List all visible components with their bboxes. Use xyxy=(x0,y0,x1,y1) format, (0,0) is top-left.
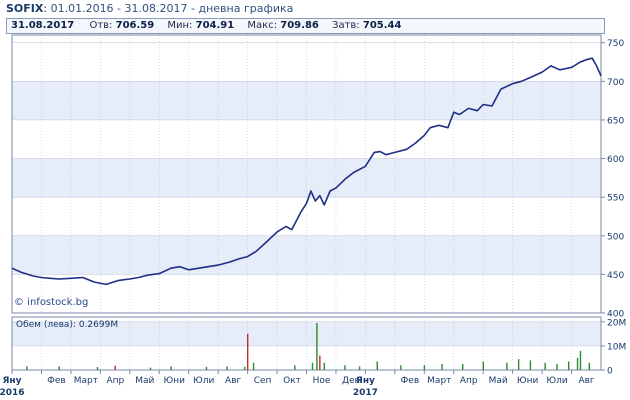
x-month-label: Март xyxy=(427,376,451,386)
volume-bar xyxy=(423,365,426,370)
volume-bar xyxy=(358,366,361,370)
volume-bar xyxy=(149,367,152,370)
volume-y-axis: 0 10M 20M xyxy=(601,318,626,377)
volume-bar xyxy=(294,365,296,370)
x-month-label: Май xyxy=(135,376,154,386)
volume-bar xyxy=(441,363,443,370)
price-frame xyxy=(11,34,602,314)
volume-bar xyxy=(344,365,346,370)
x-month-label: Авг xyxy=(225,376,241,386)
x-month-label: Март xyxy=(74,376,98,386)
x-month-label: Май xyxy=(489,376,508,386)
volume-bar xyxy=(319,355,321,370)
x-month-label: Фев xyxy=(401,376,420,386)
x-month-label: Юни xyxy=(517,376,539,386)
price-ytick-label: 500 xyxy=(607,232,624,242)
watermark: © infostock.bg xyxy=(14,297,88,308)
volume-bar xyxy=(96,367,99,370)
volume-bar xyxy=(400,365,402,370)
volume-bar xyxy=(311,362,314,370)
x-month-label: Сеп xyxy=(254,376,272,386)
volume-bar xyxy=(576,357,579,370)
volume-bar xyxy=(252,362,255,370)
open-value: 706.59 xyxy=(115,20,155,31)
price-ytick-label: 600 xyxy=(607,155,624,165)
volume-ytick-label: 0 xyxy=(607,367,613,377)
x-year-label: 2017 xyxy=(353,388,378,398)
price-ytick-label: 450 xyxy=(607,271,624,281)
volume-ytick-label: 10M xyxy=(607,342,626,352)
x-month-label: Дек xyxy=(342,376,361,386)
ohlc-date: 31.08.2017 xyxy=(11,20,75,31)
chart-title: SOFIX: 01.01.2016 - 31.08.2017 - дневна … xyxy=(6,2,293,15)
volume-bar xyxy=(323,362,325,370)
x-year-label: 2016 xyxy=(0,388,25,398)
volume-bar xyxy=(506,362,508,370)
symbol: SOFIX xyxy=(6,2,44,15)
price-band xyxy=(12,235,601,275)
price-y-axis: 400 450 500 550 600 650 700 750 xyxy=(601,39,624,320)
price-ytick-label: 650 xyxy=(607,116,624,126)
volume-bar xyxy=(244,366,246,370)
x-month-label: Юли xyxy=(193,376,214,386)
volume-bar xyxy=(114,365,116,370)
volume-bar xyxy=(316,323,318,370)
x-month-label: Апр xyxy=(106,376,124,386)
volume-label: Обем (лева): 0.2699M xyxy=(16,320,118,330)
high-label: Макс: xyxy=(247,20,278,31)
subtitle: 01.01.2016 - 31.08.2017 - дневна графика xyxy=(50,2,294,15)
price-grid xyxy=(12,35,601,313)
close-value: 705.44 xyxy=(362,20,402,31)
open-label: Отв: xyxy=(89,20,113,31)
low-label: Мин: xyxy=(167,20,193,31)
volume-bar xyxy=(376,361,378,370)
price-ytick-label: 550 xyxy=(607,194,624,204)
x-axis: Яну Фев Март Апр Май Юни Юли Авг Сеп Окт Ное ДекЯну… xyxy=(0,370,595,398)
volume-bar xyxy=(482,361,484,370)
volume-bar xyxy=(517,359,520,370)
volume-bar xyxy=(170,366,172,370)
x-month-label: Юни xyxy=(164,376,186,386)
high-value: 709.86 xyxy=(280,20,319,31)
volume-bar xyxy=(556,363,558,370)
volume-bar xyxy=(568,361,570,370)
ohlc-bar: 31.08.2017 Отв: 706.59 Мин: 704.91 Макс:… xyxy=(6,18,605,34)
x-month-label: Юли xyxy=(546,376,567,386)
volume-bar xyxy=(529,360,532,370)
volume-bar xyxy=(205,366,208,370)
volume-bar xyxy=(461,363,464,370)
volume-bar xyxy=(226,366,228,370)
volume-bar xyxy=(579,350,582,370)
volume-bars xyxy=(26,323,591,370)
title-colon: : xyxy=(43,2,51,15)
price-ytick-label: 750 xyxy=(607,39,624,49)
x-month-label: Яну xyxy=(2,376,21,386)
price-line xyxy=(11,57,602,286)
x-month-label: Фев xyxy=(47,376,66,386)
volume-bar xyxy=(58,366,60,370)
volume-bar xyxy=(588,362,591,370)
volume-bar xyxy=(26,366,28,370)
volume-ytick-label: 20M xyxy=(607,318,626,328)
x-month-label: Ное xyxy=(313,376,331,386)
low-value: 704.91 xyxy=(195,20,235,31)
price-band xyxy=(12,81,601,120)
x-month-label: Апр xyxy=(460,376,478,386)
volume-grid xyxy=(12,317,601,370)
volume-bar xyxy=(544,362,546,370)
x-month-label: Яну xyxy=(356,376,375,386)
x-month-label: Окт xyxy=(283,376,301,386)
x-month-label: Авг xyxy=(578,376,594,386)
price-ytick-label: 400 xyxy=(607,310,624,320)
volume-bar xyxy=(247,333,249,370)
price-ytick-label: 700 xyxy=(607,78,624,88)
close-label: Затв: xyxy=(332,20,360,31)
